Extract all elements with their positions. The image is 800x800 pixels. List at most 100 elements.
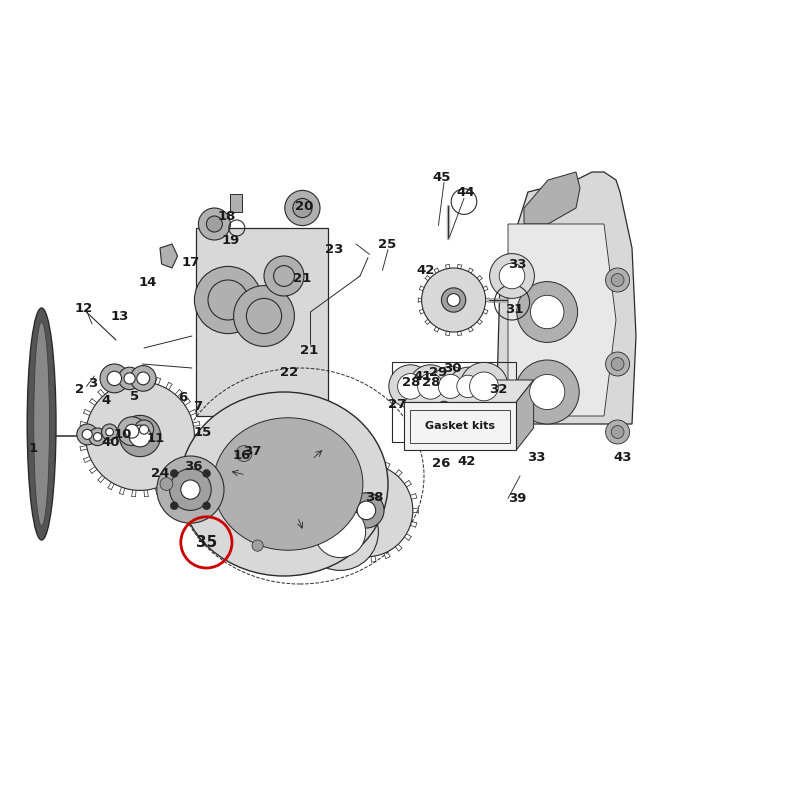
Circle shape — [94, 433, 102, 441]
Text: 23: 23 — [326, 243, 343, 256]
Text: 15: 15 — [194, 426, 211, 438]
Text: 21: 21 — [300, 344, 318, 357]
Circle shape — [194, 266, 262, 334]
Text: 13: 13 — [111, 310, 129, 322]
Circle shape — [357, 501, 376, 520]
Circle shape — [530, 295, 564, 329]
Circle shape — [409, 365, 452, 408]
Text: 7: 7 — [193, 400, 202, 413]
Text: 17: 17 — [182, 256, 199, 269]
Text: 31: 31 — [506, 303, 523, 316]
Polygon shape — [524, 172, 580, 224]
Circle shape — [499, 263, 525, 289]
Text: 6: 6 — [178, 391, 187, 404]
Text: 22: 22 — [281, 366, 298, 378]
Circle shape — [285, 190, 320, 226]
Text: 18: 18 — [218, 210, 236, 222]
Circle shape — [422, 268, 486, 332]
Circle shape — [86, 382, 194, 490]
Circle shape — [606, 352, 630, 376]
Circle shape — [418, 374, 443, 399]
Polygon shape — [516, 380, 534, 450]
Text: 11: 11 — [147, 432, 165, 445]
Circle shape — [349, 493, 384, 528]
Text: 40: 40 — [101, 436, 120, 449]
Text: 25: 25 — [378, 238, 396, 250]
Text: 41: 41 — [414, 370, 431, 382]
Circle shape — [118, 417, 146, 446]
Text: 37: 37 — [243, 446, 261, 458]
Circle shape — [442, 288, 466, 312]
Text: 32: 32 — [490, 383, 507, 396]
Circle shape — [170, 470, 178, 478]
Circle shape — [320, 464, 413, 557]
Text: 16: 16 — [233, 450, 250, 462]
Text: 24: 24 — [151, 467, 169, 480]
Circle shape — [293, 198, 312, 218]
Circle shape — [170, 502, 178, 510]
Circle shape — [100, 364, 129, 393]
Circle shape — [252, 540, 263, 551]
Circle shape — [102, 424, 118, 440]
Circle shape — [124, 373, 135, 384]
Ellipse shape — [180, 392, 388, 576]
Bar — [410, 410, 510, 443]
Circle shape — [389, 365, 432, 408]
Circle shape — [139, 425, 149, 434]
Bar — [392, 362, 516, 442]
Text: 42: 42 — [458, 455, 475, 468]
Bar — [230, 194, 242, 212]
Circle shape — [107, 371, 122, 386]
Circle shape — [517, 282, 578, 342]
Circle shape — [490, 254, 534, 298]
Ellipse shape — [34, 322, 50, 526]
Text: 1: 1 — [29, 442, 38, 454]
Text: 29: 29 — [430, 366, 447, 379]
Circle shape — [447, 294, 460, 306]
Text: Gasket kits: Gasket kits — [425, 422, 495, 431]
Text: 33: 33 — [526, 451, 546, 464]
Text: 21: 21 — [294, 272, 311, 285]
Circle shape — [236, 446, 252, 462]
Circle shape — [125, 424, 139, 438]
Text: 10: 10 — [114, 428, 132, 441]
Text: 4: 4 — [101, 394, 110, 406]
Text: 5: 5 — [130, 390, 139, 402]
Circle shape — [449, 367, 487, 406]
Circle shape — [202, 470, 210, 478]
Text: 44: 44 — [456, 186, 475, 198]
Polygon shape — [404, 380, 534, 402]
Circle shape — [457, 375, 479, 398]
Text: 28: 28 — [402, 376, 420, 389]
Ellipse shape — [213, 418, 363, 550]
Circle shape — [530, 374, 565, 410]
Circle shape — [89, 428, 106, 446]
Circle shape — [160, 478, 173, 490]
Circle shape — [82, 430, 92, 439]
Text: 33: 33 — [508, 258, 527, 270]
Circle shape — [202, 502, 210, 510]
Circle shape — [611, 426, 624, 438]
Text: 35: 35 — [196, 535, 217, 550]
Circle shape — [134, 420, 154, 439]
Text: 38: 38 — [365, 491, 384, 504]
Text: 14: 14 — [139, 276, 157, 289]
Circle shape — [438, 374, 462, 398]
Circle shape — [157, 456, 224, 523]
Circle shape — [611, 274, 624, 286]
Circle shape — [398, 374, 423, 399]
Circle shape — [438, 402, 450, 414]
Circle shape — [234, 286, 294, 346]
Text: 42: 42 — [417, 264, 434, 277]
Circle shape — [314, 506, 366, 558]
Text: 3: 3 — [88, 377, 98, 390]
Circle shape — [611, 358, 624, 370]
Circle shape — [208, 280, 248, 320]
Circle shape — [460, 362, 508, 410]
Circle shape — [130, 366, 156, 391]
Circle shape — [606, 268, 630, 292]
Circle shape — [410, 374, 478, 442]
Text: 2: 2 — [75, 383, 85, 396]
Text: 26: 26 — [433, 458, 450, 470]
Polygon shape — [160, 244, 178, 268]
